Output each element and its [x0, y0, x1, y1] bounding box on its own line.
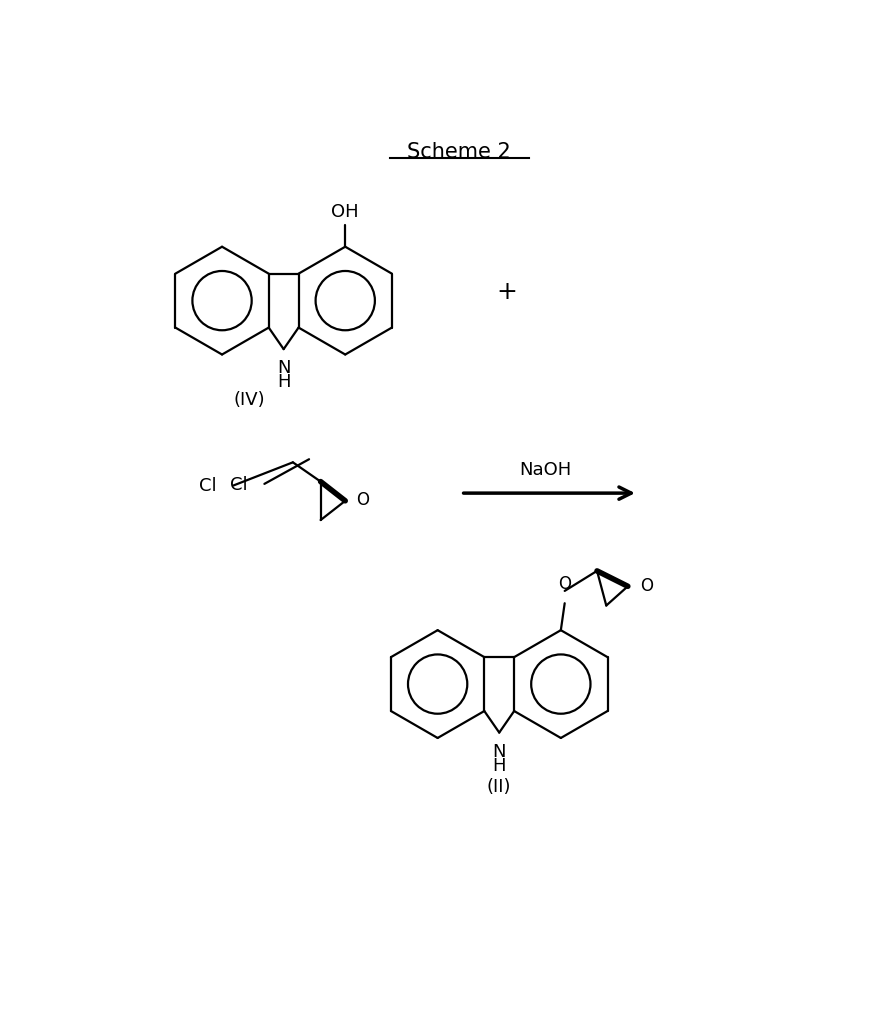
Text: O: O — [558, 575, 571, 592]
Text: (IV): (IV) — [233, 391, 265, 408]
Text: Cl: Cl — [230, 475, 247, 493]
Text: OH: OH — [332, 202, 359, 220]
Text: H: H — [277, 373, 290, 391]
Text: (II): (II) — [487, 776, 512, 795]
Text: O: O — [356, 490, 369, 509]
Text: O: O — [640, 576, 653, 594]
Text: Cl: Cl — [199, 477, 217, 495]
Text: Scheme 2: Scheme 2 — [408, 143, 511, 162]
Text: N: N — [277, 359, 290, 377]
Text: N: N — [493, 742, 506, 760]
Text: H: H — [493, 756, 506, 774]
Text: NaOH: NaOH — [520, 460, 572, 478]
Text: +: + — [496, 280, 517, 304]
